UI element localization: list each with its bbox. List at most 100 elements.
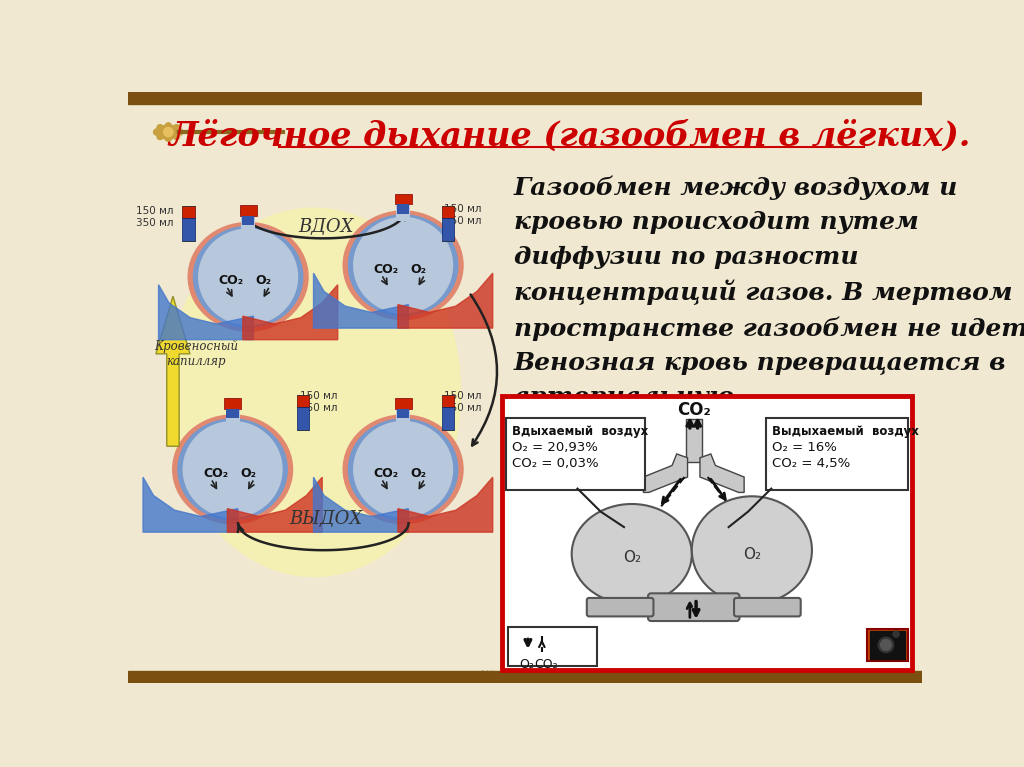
- Bar: [867, 629, 907, 661]
- Ellipse shape: [353, 421, 454, 518]
- Text: Кровеносный
капилляр: Кровеносный капилляр: [155, 340, 239, 368]
- Bar: [394, 398, 412, 409]
- Bar: [502, 397, 912, 670]
- Text: CO₂ = 4,5%: CO₂ = 4,5%: [772, 457, 850, 470]
- Bar: [396, 194, 410, 221]
- Polygon shape: [700, 454, 744, 492]
- Circle shape: [165, 135, 171, 141]
- Text: 150 мл: 150 мл: [300, 391, 338, 401]
- Polygon shape: [398, 477, 493, 532]
- Ellipse shape: [172, 414, 293, 525]
- Bar: [397, 205, 410, 214]
- Ellipse shape: [348, 214, 459, 316]
- Text: O₂ = 16%: O₂ = 16%: [772, 441, 837, 454]
- Text: CO₂: CO₂: [535, 658, 558, 671]
- Text: 350 мл: 350 мл: [444, 403, 481, 413]
- Bar: [397, 409, 410, 418]
- Bar: [394, 194, 412, 205]
- Text: http://nida.ucoz.ru: http://nida.ucoz.ru: [480, 670, 569, 680]
- Text: O₂: O₂: [519, 658, 534, 671]
- Ellipse shape: [193, 225, 303, 328]
- Circle shape: [173, 125, 179, 131]
- Bar: [442, 395, 455, 407]
- Text: 350 мл: 350 мл: [300, 403, 338, 413]
- Text: ВДОХ: ВДОХ: [298, 218, 353, 235]
- Bar: [242, 216, 254, 225]
- Ellipse shape: [182, 421, 283, 518]
- FancyBboxPatch shape: [648, 594, 739, 621]
- Circle shape: [154, 129, 160, 135]
- Ellipse shape: [348, 418, 459, 520]
- Polygon shape: [159, 285, 253, 340]
- Text: O₂: O₂: [623, 551, 641, 565]
- Text: O₂ = 20,93%: O₂ = 20,93%: [512, 441, 598, 454]
- FancyBboxPatch shape: [587, 598, 653, 617]
- Bar: [224, 398, 241, 409]
- Polygon shape: [313, 477, 409, 532]
- Text: CO₂: CO₂: [218, 274, 244, 287]
- Circle shape: [165, 123, 171, 129]
- Text: CO₂ = 0,03%: CO₂ = 0,03%: [512, 457, 599, 470]
- Ellipse shape: [187, 222, 308, 332]
- Bar: [297, 407, 309, 430]
- FancyBboxPatch shape: [506, 418, 645, 490]
- Polygon shape: [243, 285, 338, 340]
- Circle shape: [164, 127, 173, 137]
- Circle shape: [879, 637, 894, 653]
- Text: Вдыхаемый  воздух: Вдыхаемый воздух: [512, 425, 648, 438]
- Text: 150 мл: 150 мл: [444, 391, 481, 401]
- Bar: [442, 219, 455, 242]
- Circle shape: [881, 640, 891, 650]
- Bar: [226, 409, 239, 418]
- Text: O₂: O₂: [411, 262, 427, 275]
- Text: CO₂: CO₂: [374, 466, 398, 479]
- Polygon shape: [643, 454, 687, 492]
- Ellipse shape: [342, 414, 464, 525]
- Bar: [503, 398, 910, 668]
- Bar: [182, 219, 195, 242]
- Polygon shape: [156, 296, 190, 446]
- Text: O₂: O₂: [256, 274, 271, 287]
- Ellipse shape: [177, 418, 288, 520]
- Ellipse shape: [692, 496, 812, 604]
- Ellipse shape: [571, 504, 692, 604]
- FancyBboxPatch shape: [734, 598, 801, 617]
- Text: O₂: O₂: [411, 466, 427, 479]
- Text: CO₂: CO₂: [374, 262, 398, 275]
- Polygon shape: [227, 477, 323, 532]
- Bar: [508, 627, 597, 666]
- Bar: [182, 206, 195, 219]
- Bar: [297, 395, 309, 407]
- Text: 150 мл: 150 мл: [444, 204, 481, 214]
- Bar: [128, 671, 922, 683]
- Bar: [869, 631, 905, 659]
- Text: ВЫДОХ: ВЫДОХ: [289, 510, 362, 528]
- Circle shape: [893, 631, 899, 637]
- Polygon shape: [143, 477, 238, 532]
- Bar: [241, 206, 255, 232]
- Text: 350 мл: 350 мл: [136, 218, 173, 228]
- Text: O₂: O₂: [742, 547, 761, 561]
- Text: 350 мл: 350 мл: [444, 216, 481, 225]
- Bar: [240, 206, 257, 216]
- Circle shape: [161, 124, 176, 140]
- Circle shape: [173, 133, 179, 140]
- Ellipse shape: [167, 208, 461, 577]
- Text: O₂: O₂: [240, 466, 256, 479]
- Bar: [442, 407, 455, 430]
- Polygon shape: [313, 273, 409, 328]
- Bar: [442, 206, 455, 219]
- Polygon shape: [398, 273, 493, 328]
- Bar: [128, 92, 922, 104]
- Circle shape: [157, 133, 163, 140]
- Circle shape: [157, 125, 163, 131]
- Text: CO₂: CO₂: [677, 401, 711, 419]
- Text: 150 мл: 150 мл: [136, 206, 173, 216]
- Ellipse shape: [342, 210, 464, 321]
- Circle shape: [177, 129, 183, 135]
- Bar: [396, 398, 410, 425]
- Text: Выдыхаемый  воздух: Выдыхаемый воздух: [772, 425, 919, 438]
- Ellipse shape: [353, 217, 454, 314]
- FancyBboxPatch shape: [766, 418, 908, 490]
- Polygon shape: [686, 420, 701, 462]
